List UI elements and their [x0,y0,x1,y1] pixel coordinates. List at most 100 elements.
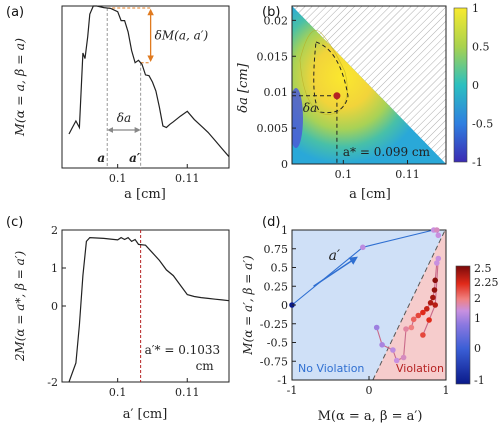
panel-label-b: (b) [262,5,280,20]
plot-frame-c [61,229,230,383]
y-tick-label: 0.015 [257,50,289,63]
data-point [430,294,436,301]
points-d [289,227,442,364]
y-tick-label: -1 [277,374,288,387]
heatmap-low-spot [292,88,303,148]
y-ticks-d: -1 -0.75 -0.5 -0.25 0 0.25 0.5 0.75 1 [260,224,296,387]
x-ticks-b: 0.1 0.11 [335,160,420,181]
panel-c: (c) a′* = 0.1033 cm 0.1 0.11 -2 0 1 2 a′ [cm… [6,215,230,422]
y-tick-label: 0.005 [257,122,289,135]
data-point [424,306,430,312]
colorbar-tick-label: 2.5 [474,262,492,275]
data-point [435,255,442,262]
colorbar-tick-label: 0 [472,79,479,92]
y-tick-label: 0.5 [271,262,289,275]
data-point [379,342,385,348]
y-ticks-b: 0 0.005 0.01 0.015 0.02 [257,14,296,171]
x-ticks-d: -1 0 1 [287,376,450,397]
data-point [431,287,438,293]
colorbar-b [453,7,468,163]
x-axis-label-c: a′ [cm] [123,407,168,422]
heatmap-contour [299,30,348,115]
y-tick-label: 2 [51,224,58,237]
x-tick-label: -1 [287,384,298,397]
data-point [400,354,407,361]
colorbar-tick-label: 0 [474,342,481,355]
violation-boundary-line [372,231,445,381]
y-tick-label: 0.25 [264,280,289,293]
no-violation-label: No Violation [298,362,364,375]
x-tick-label: 0.11 [175,172,200,185]
y-axis-label-c: 2M(α = a*, β = a′) [13,251,27,363]
y-tick-label: -0.75 [260,355,288,368]
x-axis-label-b: a [cm] [349,187,391,202]
a-prime-star-label: a′* = 0.1033 [145,343,221,357]
data-point [408,324,415,331]
colorbar-tick-label: 2.25 [474,276,499,289]
colorbar-tick-label: 1 [472,2,479,15]
annotations-a: δM(a, a′) δa a a′ [97,7,209,168]
data-point [432,277,439,284]
panel-a: (a) δM(a, a′) δa a a′ 0.1 0.11 a [cm] M(α… [6,5,230,202]
x-tick-label: 0.11 [395,168,420,181]
x-axis-label-d: M(α = a, β = a′) [318,409,423,424]
data-point [432,302,439,308]
panel-label-d: (d) [262,215,280,230]
y-tick-label: 0 [281,299,288,312]
y-tick-label: 0 [281,158,288,171]
dashed-contour [313,41,349,114]
data-point [410,316,417,323]
marker-delta-a-label: δa [303,101,317,115]
y-tick-label: 0.01 [264,86,289,99]
panel-b: (b) δa a* = 0.099 cm 0.1 0.11 0 0.005 0.01 0… [236,2,493,202]
y-tick-label: -0.5 [267,337,288,350]
data-point [434,227,440,233]
x-tick-label: 0 [366,384,373,397]
a-prime-star-unit: cm [196,359,215,373]
data-point [373,324,380,331]
colorbar-ticks-d: -1 0 1 2 2.252.5 [474,262,499,387]
x-axis-label-a: a [cm] [124,187,166,202]
colorbar-tick-label: 2 [474,292,481,305]
heatmap-b [291,5,447,165]
data-point [420,332,426,338]
data-point [434,260,440,266]
y-tick-label: 1 [51,262,58,275]
x-tick-label: 0.1 [109,386,127,399]
x-tick-label: 1 [443,384,450,397]
y-ticks-c: -2 0 1 2 [47,224,66,389]
data-point [415,312,422,319]
x-tick-label: 0.1 [335,168,353,181]
violation-label: Violation [396,362,444,375]
data-point [427,300,434,306]
x-tick-label: 0.11 [175,386,200,399]
a-star-label: a* = 0.099 cm [343,145,431,159]
colorbar-tick-label: 0.5 [472,41,490,54]
x-ticks-c: 0.1 0.11 [109,378,200,399]
colorbar-tick-label: -1 [472,156,483,169]
y-tick-label: -0.25 [260,318,288,331]
series-line-c [68,236,230,383]
y-axis-label-d: M(α = a′, β = a′) [241,255,255,356]
data-point [420,309,426,316]
data-point [390,347,396,353]
x-ticks-a: 0.1 0.11 [109,164,200,185]
y-tick-label: 0 [51,300,58,313]
colorbar-tick-label: -0.5 [472,118,493,131]
deltaM-label: δM(a, a′) [155,28,209,42]
arrow-label: a′ [329,248,341,264]
colorbar-ticks-b: -1 -0.5 0 0.5 1 [472,2,493,169]
delta-a-label: δa [117,111,131,125]
a-prime-direction-arrow [313,256,358,287]
y-tick-label: 1 [281,224,288,237]
marker-dot [333,92,341,100]
a-marker-label: a [97,151,105,165]
data-point [426,317,432,323]
y-axis-label-b: δa [cm] [236,62,251,112]
plot-frame-b [291,5,447,165]
colorbar-tick-label: -1 [474,374,485,387]
data-point [435,232,442,239]
a-prime-marker-label: a′ [129,151,141,165]
marker-b: δa a* = 0.099 cm [292,92,431,164]
